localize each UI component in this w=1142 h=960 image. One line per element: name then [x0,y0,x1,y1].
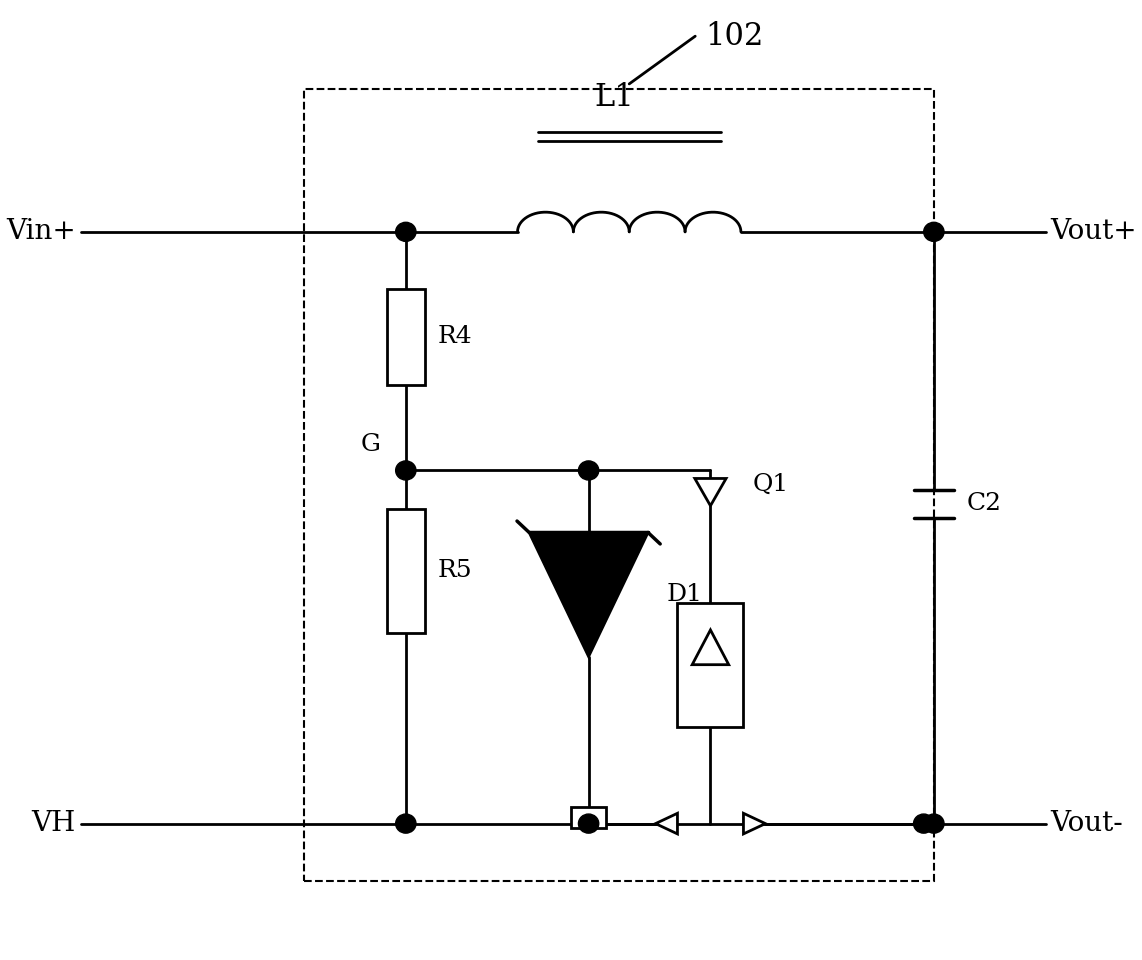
Bar [386,289,425,385]
Text: Vout+: Vout+ [1051,218,1137,246]
Polygon shape [743,813,765,834]
Text: 102: 102 [706,21,764,52]
Text: R5: R5 [437,559,472,582]
Circle shape [395,223,416,241]
Bar [386,509,425,633]
Text: C2: C2 [966,492,1002,516]
Bar [677,603,743,727]
Polygon shape [692,630,729,664]
Circle shape [395,461,416,480]
Text: Q1: Q1 [753,473,789,496]
Text: Vout-: Vout- [1051,810,1124,837]
Bar [304,88,934,881]
Polygon shape [529,533,648,657]
Circle shape [914,814,934,833]
Text: VH: VH [32,810,75,837]
Circle shape [579,814,598,833]
Polygon shape [656,813,677,834]
Polygon shape [694,478,726,506]
Text: G: G [361,433,380,456]
Text: L1: L1 [594,82,634,112]
Text: R4: R4 [437,325,472,348]
Bar [571,807,606,828]
Circle shape [924,223,944,241]
Circle shape [924,814,944,833]
Circle shape [395,814,416,833]
Text: D1: D1 [666,583,702,606]
Text: Vin+: Vin+ [6,218,75,246]
Circle shape [579,461,598,480]
